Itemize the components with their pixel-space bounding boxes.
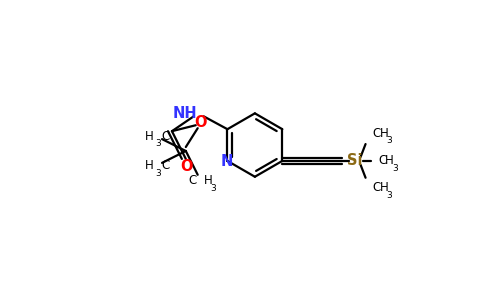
Text: 3: 3 — [393, 164, 398, 173]
Text: C: C — [161, 130, 169, 142]
Text: 3: 3 — [386, 136, 392, 145]
Text: Si: Si — [347, 153, 363, 168]
Text: 3: 3 — [155, 139, 161, 148]
Text: H: H — [145, 130, 154, 142]
Text: 3: 3 — [211, 184, 216, 193]
Text: C: C — [188, 174, 197, 187]
Text: H: H — [379, 127, 388, 140]
Text: H: H — [379, 181, 388, 194]
Text: H: H — [204, 174, 212, 187]
Text: O: O — [195, 115, 207, 130]
Text: C: C — [373, 181, 381, 194]
Text: C: C — [378, 154, 387, 167]
Text: 3: 3 — [155, 169, 161, 178]
Text: C: C — [161, 159, 169, 172]
Text: NH: NH — [173, 106, 197, 121]
Text: H: H — [145, 159, 154, 172]
Text: C: C — [373, 127, 381, 140]
Text: 3: 3 — [386, 190, 392, 200]
Text: O: O — [181, 159, 193, 174]
Text: N: N — [220, 154, 233, 169]
Text: H: H — [385, 154, 394, 167]
